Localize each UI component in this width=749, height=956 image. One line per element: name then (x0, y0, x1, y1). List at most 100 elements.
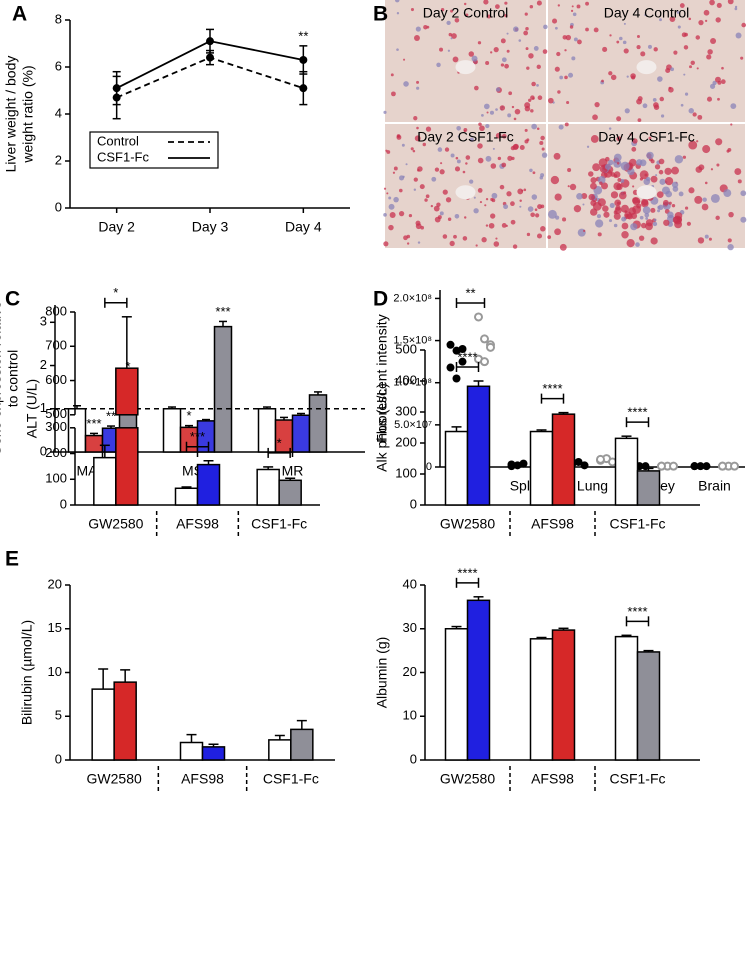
stain-spot (641, 198, 649, 206)
stain-spot (436, 62, 441, 68)
stain-spot (424, 198, 428, 202)
bar (466, 385, 491, 506)
stain-spot (413, 188, 417, 191)
x-tick-label: CSF1-Fc (263, 771, 319, 787)
stain-spot (710, 193, 720, 203)
bar (257, 408, 277, 453)
stain-spot (450, 9, 454, 13)
bar (196, 463, 221, 506)
stain-spot (396, 12, 400, 15)
stain-spot (680, 103, 684, 107)
stain-spot (383, 110, 387, 114)
stain-spot (730, 123, 733, 126)
stain-spot (697, 114, 703, 120)
stain-spot (635, 242, 640, 247)
stain-spot (734, 7, 738, 11)
stain-spot (501, 133, 507, 139)
bar (115, 427, 139, 506)
stain-spot (469, 179, 474, 184)
stain-spot (416, 86, 420, 90)
stain-spot (444, 147, 450, 152)
stain-spot (652, 221, 658, 227)
stain-spot (616, 136, 622, 142)
stain-spot (613, 171, 621, 178)
stain-spot (477, 143, 483, 149)
stain-spot (637, 118, 642, 123)
data-point (486, 342, 495, 352)
stain-spot (594, 101, 600, 108)
stain-spot (518, 39, 522, 42)
stain-spot (408, 213, 413, 218)
bar (162, 408, 182, 453)
y-tick-label: 300 (45, 419, 67, 434)
stain-spot (613, 153, 622, 162)
stain-spot (447, 49, 451, 52)
y-tick-label: 1.5×10⁸ (393, 334, 432, 346)
stain-spot (636, 45, 641, 50)
stain-spot (621, 231, 629, 239)
stain-spot (566, 100, 570, 105)
stain-spot (525, 26, 529, 31)
stain-spot (479, 201, 483, 204)
stain-spot (439, 47, 444, 52)
stain-spot (553, 152, 561, 160)
stain-spot (590, 200, 597, 206)
stain-spot (569, 183, 577, 191)
stain-spot (688, 17, 692, 21)
stain-spot (644, 13, 647, 17)
stain-spot (679, 3, 685, 8)
stain-spot (493, 241, 500, 247)
stain-spot (683, 45, 689, 50)
stain-spot (510, 201, 515, 207)
bar (268, 739, 292, 761)
data-point (696, 462, 705, 471)
y-tick-label: 2.0×10⁸ (393, 292, 432, 304)
stain-spot (682, 155, 687, 159)
stain-spot (402, 175, 405, 178)
stain-spot (571, 5, 574, 8)
stain-spot (573, 205, 582, 213)
stain-spot (415, 220, 421, 226)
bar (308, 394, 328, 453)
bar (444, 430, 469, 506)
stain-spot (529, 4, 534, 9)
bar (636, 470, 661, 506)
significance: **** (457, 565, 477, 580)
stain-spot (659, 96, 665, 102)
stain-spot (695, 35, 701, 40)
stain-spot (528, 98, 532, 102)
stain-spot (495, 87, 501, 92)
data-point (657, 461, 666, 471)
significance: * (277, 435, 282, 450)
stain-spot (506, 191, 512, 197)
panel-letter: B (373, 3, 388, 26)
stain-spot (734, 168, 742, 176)
stain-spot (576, 4, 581, 9)
stain-spot (671, 166, 680, 175)
stain-spot (636, 34, 640, 38)
stain-spot (715, 138, 723, 146)
stain-spot (653, 218, 657, 222)
image-label: Day 2 Control (423, 5, 509, 21)
stain-spot (568, 72, 574, 78)
stain-spot (590, 182, 597, 190)
stain-spot (640, 51, 646, 57)
stain-spot (484, 204, 487, 207)
stain-spot (623, 191, 627, 195)
y-tick-label: 5.0×10⁷ (394, 419, 432, 431)
stain-spot (423, 24, 428, 30)
stain-spot (471, 55, 478, 62)
x-tick-label: MR (282, 463, 304, 479)
y-axis-label: Bilirubin (µmol/L) (19, 620, 35, 725)
stain-spot (489, 110, 495, 115)
stain-spot (600, 182, 609, 190)
stain-spot (671, 203, 676, 208)
significance: *** (190, 429, 205, 444)
stain-spot (595, 219, 604, 228)
stain-spot (616, 40, 620, 44)
bar (636, 651, 661, 761)
panel-letter: E (5, 548, 19, 571)
stain-spot (630, 223, 638, 231)
stain-spot (695, 166, 703, 173)
